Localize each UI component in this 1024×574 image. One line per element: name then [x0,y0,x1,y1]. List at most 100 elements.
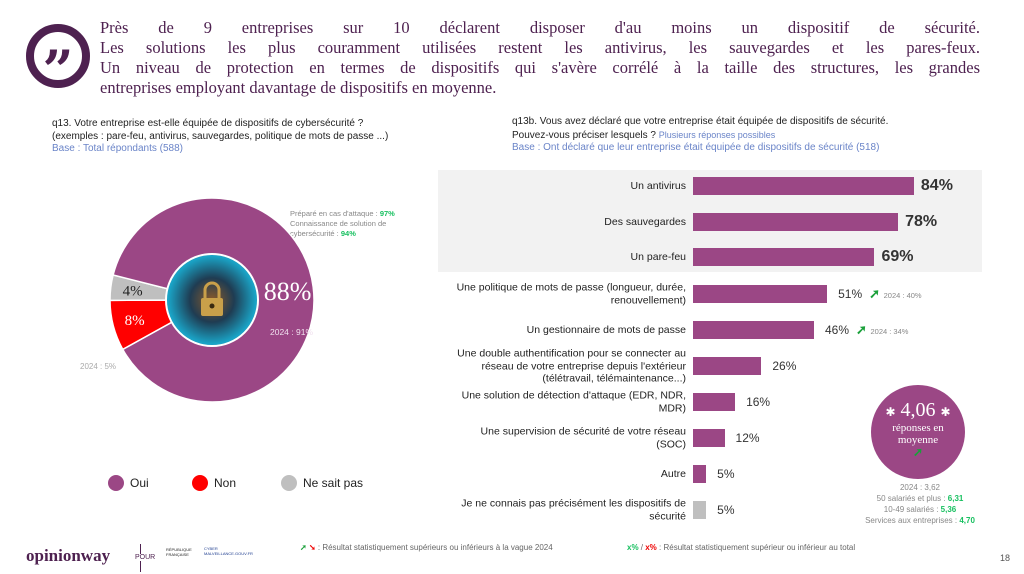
legend-oui: Oui [108,475,149,491]
bar-value: 5% [717,503,735,517]
detail-label: 10-49 salariés : [883,505,941,514]
average-badge: ✱ 4,06 ✱ réponses en moyenne ➚ [871,385,965,479]
bar-value: 12% [735,431,760,445]
bar [693,501,707,519]
legend-percent: x% / x% : Résultat statistiquement supér… [627,543,856,552]
padlock-icon [201,281,223,316]
legend-label: Ne sait pas [303,476,364,490]
arrow-up-icon: ➚ [912,445,924,459]
bar-label: Autre [660,467,686,480]
bar [693,357,762,375]
bar-value: 78% [905,213,938,230]
bar-label: Un pare-feu [630,250,686,263]
bar [693,213,899,231]
slice-label: 88% [264,277,312,306]
average-text: réponses en [892,422,944,434]
evolution-text: 2024 : 40% [883,291,922,300]
bar-evolution: ➚ 2024 : 40% [869,286,921,302]
headline-line: Les solutions les plus couramment utilis… [100,38,980,57]
bar-label: Une double authentification pour se conn… [457,347,686,385]
bar-label: Un gestionnaire de mots de passe [526,323,686,336]
average-details: 2024 : 3,62 50 salariés et plus : 6,31 1… [830,482,1010,526]
legend-down: x% [645,543,657,552]
star-icon: ✱ [940,405,951,419]
legend-up: x% [627,543,639,552]
legend-nsp: Ne sait pas [281,475,363,491]
average-prev: 2024 : 3,62 [899,483,941,492]
pour-label: POUR [133,554,158,561]
detail-label: 50 salariés et plus : [876,494,948,503]
question-examples: (exemples : pare-feu, antivirus, sauvega… [52,130,389,142]
bar-value: 16% [746,395,771,409]
headline-line: Un niveau de protection en termes de dis… [100,58,980,77]
page-number: 18 [1000,553,1011,563]
bar-label: Je ne connais pas précisément les dispos… [461,497,686,523]
question-text: Pouvez-vous préciser lesquels ? [512,129,656,141]
side-note: Préparé en cas d'attaque : 97% Connaissa… [290,209,395,239]
bar-evolution: ➚ 2024 : 34% [856,322,908,338]
arrow-down-icon: ➘ [308,543,316,552]
legend-non: Non [192,475,236,491]
detail-value: 5,36 [940,505,957,514]
slice-label: 8% [125,313,145,329]
legend-arrows: ➚ ➘ : Résultat statistiquement supérieur… [300,543,553,552]
bar-label: Une solution de détection d'attaque (EDR… [461,389,686,415]
bar-label: Un antivirus [630,179,686,192]
note-label: cybersécurité : [290,229,341,238]
bar [693,429,725,447]
oui-evolution: 2024 : 91% [270,327,314,337]
legend-label: Non [214,476,237,490]
legend-text: : Résultat statistiquement supérieur ou … [659,543,856,552]
detail-value: 4,70 [959,516,975,525]
bar [693,465,707,483]
bar [693,321,814,339]
legend-text: : Résultat statistiquement supérieurs ou… [317,543,553,552]
opinionway-logo: opinionway [26,546,111,565]
average-value: 4,06 [900,399,936,421]
star-icon: ✱ [885,405,896,419]
bar-value: 69% [881,248,914,265]
bar-label: Des sauvegardes [604,215,686,228]
bar-value: 84% [920,177,953,194]
note-label: Connaissance de solution de [290,219,387,228]
question-text: q13. Votre entreprise est-elle équipée d… [52,118,364,129]
legend-swatch [108,475,124,491]
base-text: Base : Ont déclaré que leur entreprise é… [512,142,880,153]
average-text: moyenne [897,434,939,446]
bar [693,177,914,195]
legend-label: Oui [130,476,149,490]
legend-swatch [281,475,297,491]
arrow-up-icon: ➚ [300,543,307,552]
hint-text: Plusieurs réponses possibles [658,129,776,140]
base-text: Base : Total répondants (588) [52,143,184,154]
bar-label: Une politique de mots de passe (longueur… [456,281,686,307]
headline: Près de 9 entreprises sur 10 déclarent d… [100,18,980,98]
detail-label: Services aux entreprises : [865,516,960,525]
right-question: q13b. Vous avez déclaré que votre entrep… [512,116,992,155]
bar [693,285,828,303]
non-evolution: 2024 : 5% [80,362,117,371]
arrow-up-icon: ➚ [855,322,871,337]
donut-chart: 8% 4% 88% [109,197,315,403]
bar-value: 26% [772,359,797,373]
headline-line: entreprises employant davantage de dispo… [100,78,497,97]
bar-value: 5% [717,467,735,481]
bar [693,248,875,266]
note-label: Préparé en cas d'attaque : [290,209,380,218]
republique-logo: RÉPUBLIQUE FRANÇAISE [166,547,192,557]
headline-line: Près de 9 entreprises sur 10 déclarent d… [100,18,980,37]
bar-value: 46% [824,323,849,337]
bar-label: Une supervision de sécurité de votre rés… [480,425,686,451]
bar [693,393,736,411]
note-value: 97% [379,209,395,218]
detail-value: 6,31 [947,494,964,503]
legend-swatch [192,475,208,491]
left-question: q13. Votre entreprise est-elle équipée d… [52,118,502,156]
question-text: q13b. Vous avez déclaré que votre entrep… [512,116,889,127]
bar-value: 51% [838,287,863,301]
note-value: 94% [340,229,356,238]
arrow-up-icon: ➚ [869,286,884,301]
evolution-text: 2024 : 34% [870,327,909,336]
slice-label: 4% [123,283,143,299]
cybermalveillance-logo: CYBER MALVEILLANCE.GOUV.FR [204,546,253,556]
